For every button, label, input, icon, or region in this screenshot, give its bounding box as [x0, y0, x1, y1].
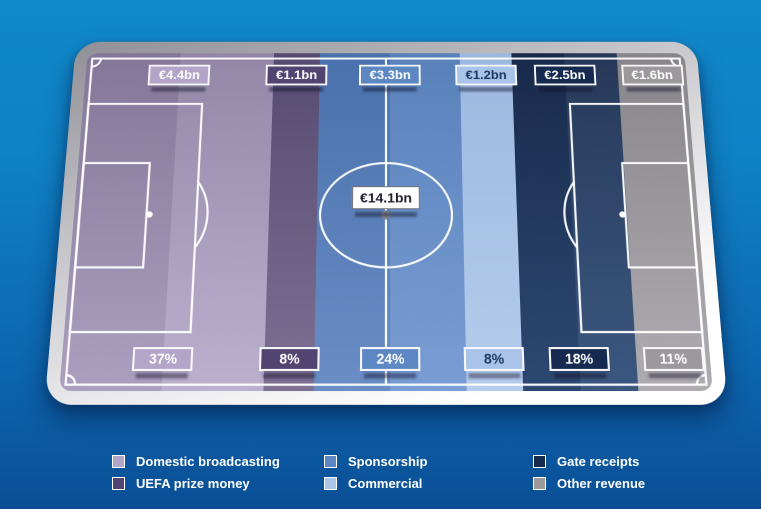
percent-label-other-revenue: 11% — [642, 347, 705, 372]
legend-item: Gate receipts — [533, 450, 645, 472]
left-goal-box — [75, 163, 150, 267]
right-penalty-box — [570, 104, 702, 332]
legend-swatch-icon — [533, 476, 546, 490]
legend-label: Sponsorship — [348, 453, 428, 469]
value-label-commercial: €1.2bn — [455, 64, 518, 86]
right-penalty-spot — [619, 211, 626, 218]
legend-swatch-icon — [533, 454, 546, 468]
legend-label: Domestic broadcasting — [136, 453, 280, 469]
percent-label-gate-receipts: 18% — [548, 347, 610, 372]
legend-item: Sponsorship — [324, 450, 427, 472]
percent-label-commercial: 8% — [463, 347, 525, 372]
percent-label-domestic-broadcasting: 37% — [132, 347, 194, 372]
legend-column-2: Sponsorship Commercial — [324, 450, 427, 494]
value-label-uefa-prize-money: €1.1bn — [265, 64, 328, 86]
value-label-sponsorship: €3.3bn — [359, 64, 422, 86]
legend-item: Commercial — [324, 472, 427, 494]
legend-label: Other revenue — [557, 475, 646, 491]
legend-swatch-icon — [112, 476, 125, 490]
legend-label: Commercial — [348, 475, 423, 491]
legend-column-3: Gate receipts Other revenue — [533, 450, 645, 494]
legend-swatch-icon — [112, 454, 125, 468]
left-penalty-box — [70, 104, 202, 332]
legend-label: Gate receipts — [557, 453, 640, 469]
pitch-card: €4.4bn 37% €1.1bn 8% €3.3bn 24% €1.2bn 8% €2.5bn… — [44, 41, 728, 405]
value-label-other-revenue: €1.6bn — [620, 64, 684, 86]
legend-item: Domestic broadcasting — [112, 450, 280, 472]
football-pitch: €4.4bn 37% €1.1bn 8% €3.3bn 24% €1.2bn 8% €2.5bn… — [59, 53, 713, 392]
value-label-gate-receipts: €2.5bn — [533, 64, 597, 86]
value-label-domestic-broadcasting: €4.4bn — [147, 64, 211, 86]
right-goal-box — [622, 163, 697, 267]
legend-column-1: Domestic broadcasting UEFA prize money — [112, 450, 280, 494]
percent-label-sponsorship: 24% — [360, 347, 421, 372]
total-revenue-label: €14.1bn — [351, 186, 421, 210]
legend-label: UEFA prize money — [136, 475, 250, 491]
legend-item: UEFA prize money — [112, 472, 280, 494]
legend-swatch-icon — [324, 476, 337, 490]
left-penalty-spot — [146, 211, 153, 218]
legend-swatch-icon — [324, 454, 337, 468]
percent-label-uefa-prize-money: 8% — [258, 347, 320, 372]
pitch-markings — [59, 53, 713, 391]
legend: Domestic broadcasting UEFA prize money Spo… — [0, 450, 761, 496]
legend-item: Other revenue — [533, 472, 645, 494]
